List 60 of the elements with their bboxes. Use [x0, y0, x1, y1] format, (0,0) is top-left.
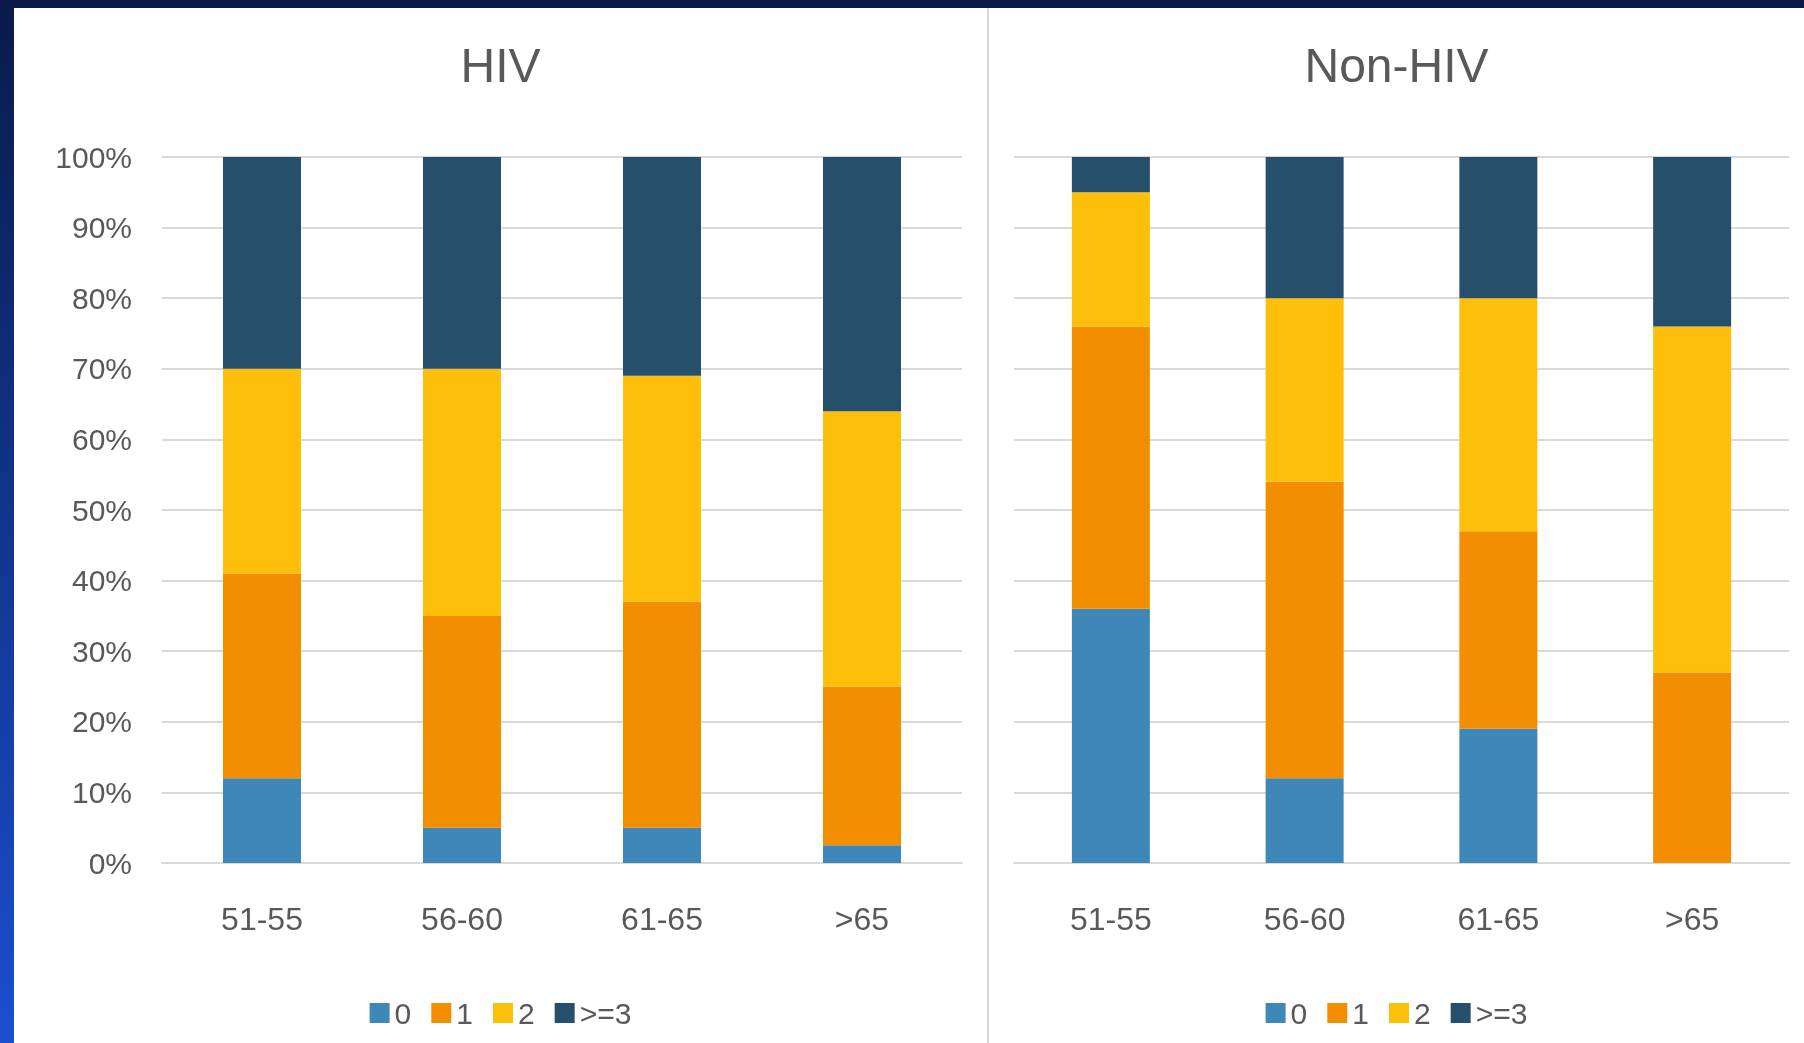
bar — [423, 157, 501, 369]
bar — [823, 686, 901, 846]
y-tick-label: 30% — [71, 634, 132, 668]
bar — [1653, 326, 1732, 673]
bar — [1459, 531, 1538, 729]
legend-label: 1 — [456, 996, 473, 1030]
bar — [623, 827, 701, 863]
bar — [1653, 672, 1732, 863]
bar — [1071, 608, 1150, 863]
y-tick-label: 90% — [71, 211, 132, 245]
y-tick-label: 20% — [71, 705, 132, 739]
x-tick-label: 56-60 — [1263, 901, 1346, 937]
bar — [1653, 157, 1732, 327]
chart-title: HIV — [460, 38, 541, 92]
bar — [823, 411, 901, 687]
y-tick-label: 80% — [71, 281, 132, 315]
bar — [423, 615, 501, 828]
bar — [623, 601, 701, 828]
bar — [1459, 298, 1538, 532]
legend-label: 0 — [1290, 996, 1308, 1030]
bar — [223, 573, 301, 779]
bar — [623, 375, 701, 602]
y-tick-label: 40% — [71, 564, 132, 598]
x-tick-label: >65 — [834, 901, 890, 937]
legend-label: >=3 — [1475, 996, 1528, 1030]
x-tick-label: 51-55 — [221, 901, 303, 937]
bar — [1459, 157, 1538, 299]
y-tick-label: 100% — [55, 140, 132, 174]
bar — [823, 157, 901, 412]
chart-title: Non-HIV — [1304, 38, 1489, 92]
x-tick-label: 56-60 — [421, 901, 503, 937]
y-tick-label: 10% — [71, 775, 132, 809]
bar — [1071, 192, 1150, 327]
y-tick-label: 60% — [71, 422, 132, 456]
y-tick-label: 70% — [71, 352, 132, 386]
bar — [223, 368, 301, 574]
x-tick-label: 61-65 — [1457, 901, 1540, 937]
bar — [1265, 481, 1344, 779]
x-tick-label: 51-55 — [1069, 901, 1152, 937]
bar — [1071, 157, 1150, 193]
bar — [223, 157, 301, 369]
bar — [423, 368, 501, 616]
bar — [1265, 298, 1344, 482]
bar — [223, 778, 301, 863]
legend-label: 0 — [394, 996, 412, 1030]
bar — [423, 827, 501, 863]
legend-label: 1 — [1352, 996, 1369, 1030]
bar — [623, 157, 701, 376]
legend-label: 2 — [517, 996, 535, 1030]
bar — [1459, 728, 1538, 863]
y-tick-label: 50% — [71, 493, 132, 527]
bar — [823, 845, 901, 863]
bar — [1265, 157, 1344, 299]
x-tick-label: >65 — [1664, 901, 1720, 937]
bar — [1265, 778, 1344, 863]
legend-label: 2 — [1413, 996, 1431, 1030]
legend-label: >=3 — [579, 996, 632, 1030]
bar — [1071, 326, 1150, 609]
y-tick-label: 0% — [88, 846, 132, 880]
x-tick-label: 61-65 — [621, 901, 703, 937]
